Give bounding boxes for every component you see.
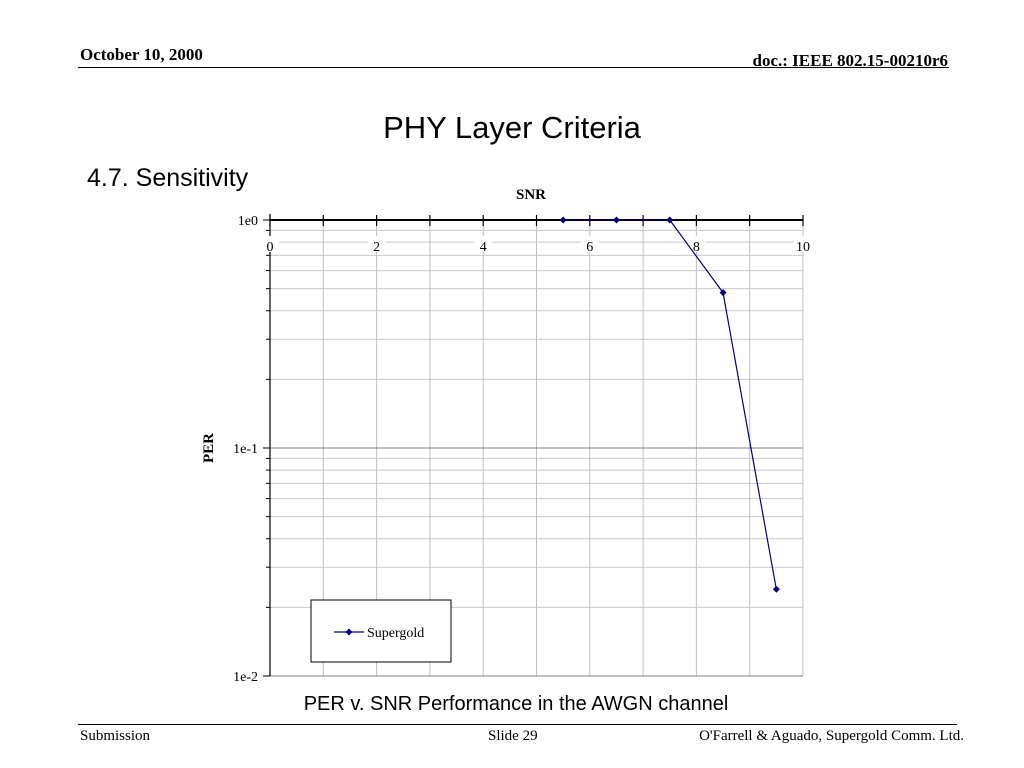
data-point-marker [612, 216, 620, 224]
x-tick-label-bg [580, 236, 599, 252]
legend-marker [345, 628, 353, 636]
section-heading: 4.7. Sensitivity [87, 164, 249, 192]
header-divider [78, 67, 949, 68]
chart-series [559, 216, 780, 593]
x-tick-label-bg [687, 236, 706, 252]
x-tick-label: 10 [796, 240, 810, 255]
x-tick-label: 0 [267, 240, 274, 255]
legend-label: Supergold [367, 626, 424, 641]
data-point-marker [559, 216, 567, 224]
x-tick-label: 6 [586, 240, 593, 255]
header-doc-id: doc.: IEEE 802.15-00210r6 [752, 51, 949, 70]
series-line [563, 219, 777, 590]
x-tick-label-bg [367, 236, 386, 252]
x-tick-label: 8 [693, 240, 700, 255]
x-tick-label: 4 [480, 240, 487, 255]
footer-submission: Submission [80, 728, 151, 744]
y-tick-label: 1e-2 [233, 670, 258, 685]
x-tick-label-bg [261, 236, 279, 252]
data-point-marker [666, 216, 674, 224]
slide-title: PHY Layer Criteria [383, 110, 641, 145]
footer-divider [78, 724, 957, 725]
y-axis-title: PER [201, 433, 217, 463]
footer-slide-number: Slide 29 [488, 728, 538, 744]
data-point-marker [772, 585, 780, 593]
y-tick-label: 1e0 [238, 214, 258, 229]
x-tick-label: 2 [373, 240, 380, 255]
header-date: October 10, 2000 [80, 45, 203, 64]
x-tick-label-bg [474, 236, 493, 252]
chart-legend: Supergold [310, 599, 452, 663]
chart-caption: PER v. SNR Performance in the AWGN chann… [303, 693, 729, 715]
legend-box [310, 599, 452, 663]
x-axis-title: SNR [516, 187, 546, 203]
chart-axes: 1e0 1e-1 1e-2 0 2 4 6 8 10 [233, 214, 812, 685]
y-tick-label: 1e-1 [233, 442, 258, 457]
x-tick-label-bg [794, 236, 812, 252]
data-point-marker [719, 289, 727, 297]
footer-authors: O'Farrell & Aguado, Supergold Comm. Ltd. [699, 728, 964, 744]
